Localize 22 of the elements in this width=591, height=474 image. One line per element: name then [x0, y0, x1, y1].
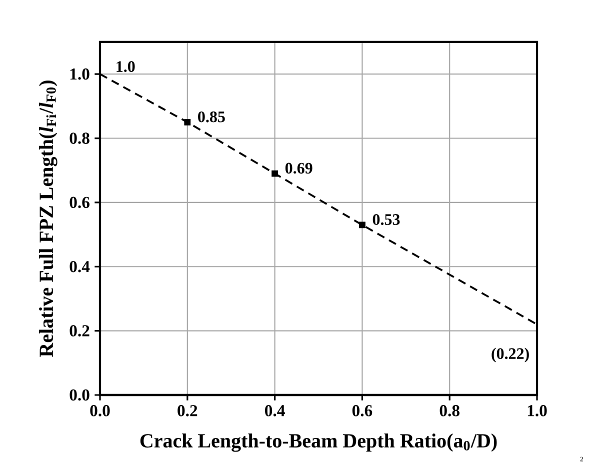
- y-tick-label: 0.8: [70, 132, 90, 144]
- data-label: 0.69: [285, 162, 312, 174]
- point: [184, 119, 191, 126]
- data-label: 0.53: [372, 214, 400, 226]
- data-label: 0.85: [198, 111, 225, 122]
- y-tick-label: 0.0: [70, 389, 90, 401]
- x-tick-label: 0.6: [352, 405, 372, 416]
- y-tick-label: 1.0: [70, 68, 90, 80]
- x-tick-label: 0.4: [265, 405, 285, 416]
- x-axis-title: Crack Length-to-Beam Depth Ratio(a$_{0}$/D): [140, 434, 497, 452]
- data-label: 1.0: [116, 61, 135, 72]
- x-tick-label: 0.8: [440, 405, 460, 416]
- y-tick-label: 0.4: [70, 260, 90, 272]
- y-tick-label: 0.2: [70, 325, 90, 336]
- y-tick-label: 0.6: [70, 196, 90, 208]
- data-label: (0.22): [492, 348, 529, 362]
- point: [359, 222, 366, 228]
- x-tick-label: 0.2: [178, 405, 198, 416]
- x-tick-label: 0.0: [90, 405, 110, 416]
- y-axis-title: Relative Full FPZ Length(l$_{Fi}$/l$_{F0}$): [39, 80, 58, 357]
- point: [272, 170, 278, 177]
- x-tick-label: 1.0: [528, 405, 547, 416]
